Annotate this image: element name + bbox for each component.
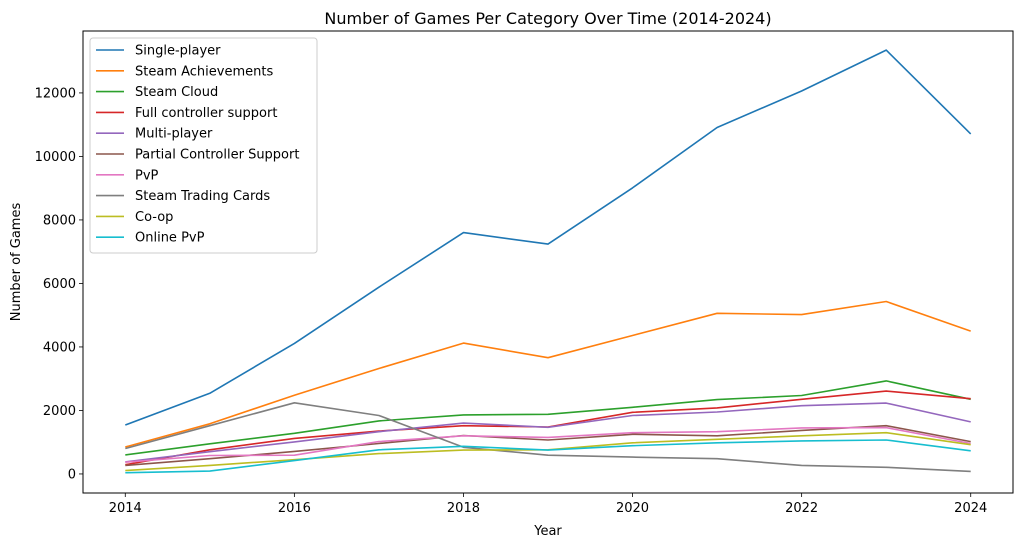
y-tick-label: 12000	[35, 86, 76, 101]
legend: Single-player Steam Achievements Steam Clo…	[89, 37, 318, 254]
series-line	[125, 380, 971, 456]
legend-label: Partial Controller Support	[135, 148, 299, 163]
x-tick-label: 2024	[954, 501, 987, 516]
legend-label: Steam Cloud	[135, 85, 218, 100]
y-tick-label: 2000	[43, 404, 76, 419]
legend-label: Multi-player	[135, 127, 213, 142]
legend-label: Co-op	[135, 210, 173, 225]
legend-label: Single-player	[135, 44, 221, 59]
legend-label: Steam Trading Cards	[135, 189, 270, 204]
x-tick-label: 2016	[278, 501, 311, 516]
series-line	[125, 439, 971, 474]
series-line	[125, 424, 971, 467]
chart-title: Number of Games Per Category Over Time (…	[324, 9, 771, 28]
legend-label: PvP	[135, 168, 159, 183]
series-line	[125, 49, 972, 426]
y-tick-label: 8000	[43, 213, 76, 228]
series-line	[125, 426, 971, 463]
y-axis-label: Number of Games	[9, 203, 24, 322]
y-tick-label: 4000	[43, 340, 76, 355]
x-axis-ticks: 2014 2016 2018 2020 2022 2024	[109, 493, 987, 516]
series-line	[125, 300, 971, 448]
legend-box	[89, 37, 318, 254]
y-axis-ticks: 0 2000 4000 6000 8000 10000 12000	[35, 86, 83, 482]
y-tick-label: 6000	[43, 277, 76, 292]
y-tick-label: 0	[68, 467, 76, 482]
series-line	[125, 401, 971, 473]
y-tick-label: 10000	[35, 150, 76, 165]
x-tick-label: 2020	[616, 501, 649, 516]
legend-label: Full controller support	[135, 106, 277, 121]
legend-items: Single-player Steam Achievements Steam Clo…	[96, 44, 299, 246]
series-line	[125, 402, 971, 463]
plot-frame	[82, 30, 1014, 494]
legend-label: Steam Achievements	[135, 64, 273, 79]
x-axis-label: Year	[533, 524, 562, 539]
x-tick-label: 2022	[785, 501, 818, 516]
x-tick-label: 2018	[447, 501, 480, 516]
legend-label: Online PvP	[135, 231, 205, 246]
x-tick-label: 2014	[109, 501, 142, 516]
plot-lines	[125, 49, 972, 474]
